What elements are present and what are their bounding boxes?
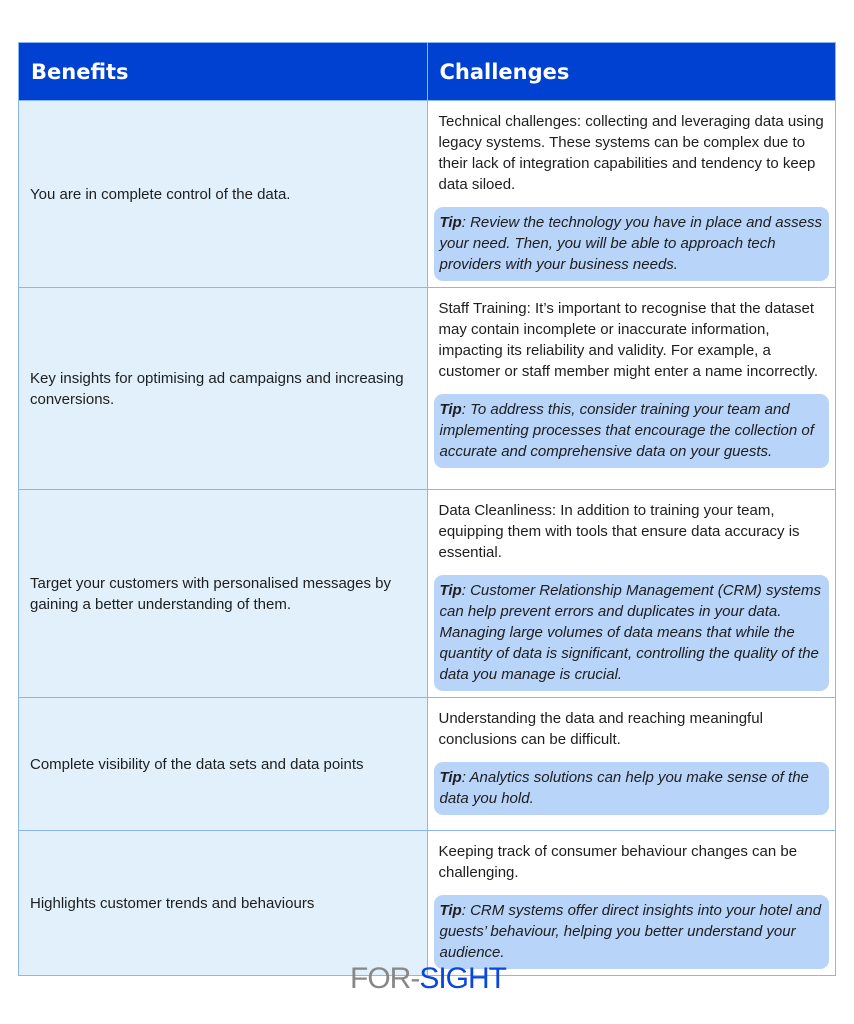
challenge-cell: Staff Training: It’s important to recogn… bbox=[426, 287, 836, 490]
header-challenges: Challenges bbox=[426, 42, 836, 101]
logo-part1: FOR- bbox=[350, 962, 420, 995]
benefit-cell: Highlights customer trends and behaviour… bbox=[18, 830, 428, 976]
challenge-text: Data Cleanliness: In addition to trainin… bbox=[438, 502, 800, 561]
header-benefits: Benefits bbox=[18, 42, 428, 101]
challenge-text: Understanding the data and reaching mean… bbox=[438, 710, 763, 748]
challenge-text: Keeping track of consumer behaviour chan… bbox=[438, 843, 798, 881]
benefit-cell: Key insights for optimising ad campaigns… bbox=[18, 287, 428, 490]
table-row: Target your customers with personalised … bbox=[18, 489, 836, 698]
tip-box: Tip: To address this, consider training … bbox=[433, 394, 829, 468]
benefit-cell: Target your customers with personalised … bbox=[18, 489, 428, 698]
tip-label: Tip bbox=[439, 769, 462, 786]
tip-text: : To address this, consider training you… bbox=[439, 401, 814, 460]
tip-text: : Analytics solutions can help you make … bbox=[439, 769, 809, 807]
benefit-cell: You are in complete control of the data. bbox=[18, 100, 428, 288]
forsight-logo: FOR-SIGHT bbox=[350, 962, 507, 996]
logo-part2: SIGHT bbox=[419, 962, 507, 995]
tip-label: Tip bbox=[439, 582, 462, 599]
challenge-cell: Keeping track of consumer behaviour chan… bbox=[426, 830, 836, 976]
table-row: You are in complete control of the data.… bbox=[18, 100, 836, 288]
tip-text: : Review the technology you have in plac… bbox=[439, 214, 822, 273]
benefit-cell: Complete visibility of the data sets and… bbox=[18, 697, 428, 831]
tip-text: : Customer Relationship Management (CRM)… bbox=[439, 582, 822, 683]
tip-label: Tip bbox=[439, 401, 462, 418]
challenge-cell: Technical challenges: collecting and lev… bbox=[426, 100, 836, 288]
tip-text: : CRM systems offer direct insights into… bbox=[439, 902, 822, 961]
table-row: Key insights for optimising ad campaigns… bbox=[18, 287, 836, 490]
tip-label: Tip bbox=[439, 902, 462, 919]
challenge-text: Staff Training: It’s important to recogn… bbox=[438, 300, 819, 380]
tip-box: Tip: CRM systems offer direct insights i… bbox=[433, 895, 829, 969]
tip-label: Tip bbox=[439, 214, 462, 231]
table-row: Highlights customer trends and behaviour… bbox=[18, 830, 836, 976]
tip-box: Tip: Customer Relationship Management (C… bbox=[433, 575, 829, 691]
challenge-cell: Understanding the data and reaching mean… bbox=[426, 697, 836, 831]
tip-box: Tip: Review the technology you have in p… bbox=[433, 207, 829, 281]
table-row: Complete visibility of the data sets and… bbox=[18, 697, 836, 831]
challenge-cell: Data Cleanliness: In addition to trainin… bbox=[426, 489, 836, 698]
tip-box: Tip: Analytics solutions can help you ma… bbox=[433, 762, 829, 815]
benefits-challenges-table: Benefits Challenges You are in complete … bbox=[18, 42, 836, 976]
challenge-text: Technical challenges: collecting and lev… bbox=[438, 113, 824, 193]
